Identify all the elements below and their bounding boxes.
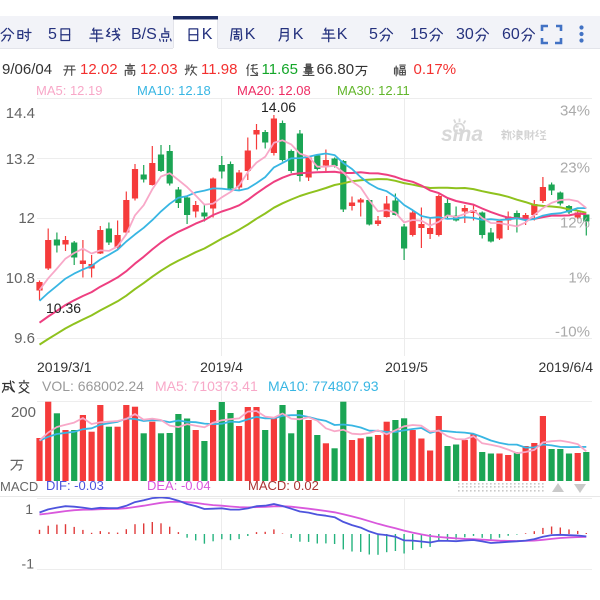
- svg-text:MA20: 12.08: MA20: 12.08: [237, 83, 311, 98]
- svg-text:K: K: [202, 26, 213, 43]
- svg-text:2019/3/1: 2019/3/1: [37, 359, 92, 375]
- svg-text:-1: -1: [22, 556, 35, 572]
- svg-text:12%: 12%: [560, 215, 590, 232]
- svg-text:12.02: 12.02: [80, 61, 118, 78]
- svg-text:10.36: 10.36: [46, 300, 81, 316]
- svg-text:MA10: 774807.93: MA10: 774807.93: [268, 378, 379, 394]
- svg-text:34%: 34%: [560, 103, 590, 120]
- svg-text:MA5: 12.19: MA5: 12.19: [36, 83, 103, 98]
- svg-text:MACD: MACD: [0, 479, 38, 494]
- svg-text:12: 12: [18, 210, 35, 227]
- svg-text:60: 60: [502, 26, 520, 43]
- svg-text:2019/6/4: 2019/6/4: [539, 359, 594, 375]
- svg-text:-10%: -10%: [555, 324, 590, 341]
- svg-text:14.4: 14.4: [6, 105, 35, 122]
- svg-text:sina: sina: [441, 123, 483, 146]
- svg-text:1: 1: [25, 501, 33, 517]
- svg-text:15: 15: [410, 26, 428, 43]
- svg-text:K: K: [245, 26, 256, 43]
- svg-text:DIF: -0.03: DIF: -0.03: [46, 478, 104, 493]
- svg-text:13.2: 13.2: [6, 151, 35, 168]
- svg-text:K: K: [293, 26, 304, 43]
- svg-text:5: 5: [48, 26, 57, 43]
- svg-text:MACD: 0.02: MACD: 0.02: [248, 478, 319, 493]
- svg-text:23%: 23%: [560, 160, 590, 177]
- svg-text:VOL: 668002.24: VOL: 668002.24: [42, 378, 144, 394]
- svg-text:MA30: 12.11: MA30: 12.11: [337, 83, 410, 98]
- svg-text:14.06: 14.06: [261, 99, 296, 115]
- svg-text:1%: 1%: [568, 270, 590, 287]
- svg-text:MA5: 710373.41: MA5: 710373.41: [155, 378, 258, 394]
- svg-text:200: 200: [11, 404, 36, 421]
- svg-text:B/S: B/S: [131, 26, 157, 43]
- svg-text:11.98: 11.98: [201, 61, 237, 78]
- svg-text:10.8: 10.8: [6, 270, 35, 287]
- svg-text:66.80: 66.80: [317, 61, 355, 78]
- svg-text:12.03: 12.03: [140, 61, 178, 78]
- svg-text:9/06/04: 9/06/04: [2, 61, 52, 78]
- svg-text:2019/4: 2019/4: [200, 359, 243, 375]
- svg-text:5: 5: [369, 26, 378, 43]
- svg-text:9.6: 9.6: [14, 330, 35, 347]
- svg-text:0.17%: 0.17%: [414, 61, 457, 78]
- svg-text:MA10: 12.18: MA10: 12.18: [137, 83, 211, 98]
- svg-text:K: K: [337, 26, 348, 43]
- svg-text:11.65: 11.65: [262, 61, 298, 78]
- svg-text:DEA: -0.04: DEA: -0.04: [147, 478, 211, 493]
- svg-text:2019/5: 2019/5: [385, 359, 428, 375]
- svg-text:30: 30: [456, 26, 474, 43]
